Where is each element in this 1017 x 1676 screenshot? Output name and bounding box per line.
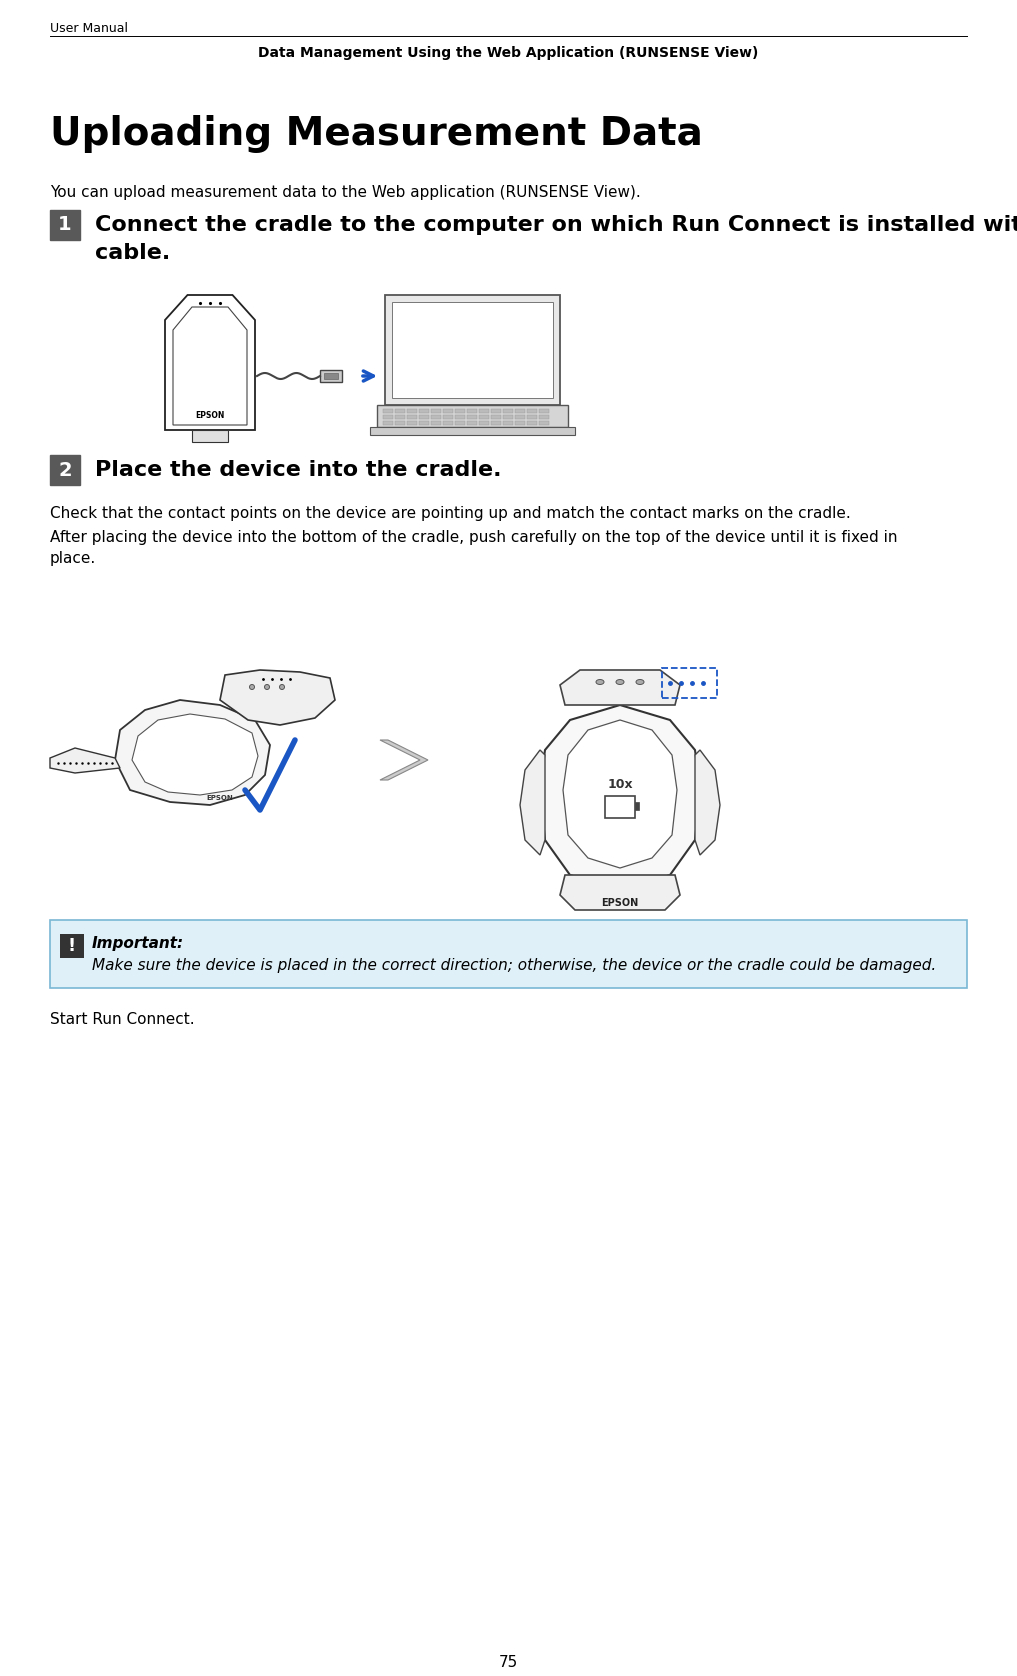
Bar [467, 421, 477, 426]
Bar [407, 409, 417, 412]
Polygon shape [380, 741, 428, 779]
Text: 75: 75 [499, 1654, 518, 1669]
Text: Check that the contact points on the device are pointing up and match the contac: Check that the contact points on the dev… [50, 506, 851, 521]
Bar [60, 934, 84, 959]
Bar [467, 416, 477, 419]
Bar [395, 409, 405, 412]
Bar [515, 409, 525, 412]
Text: After placing the device into the bottom of the cradle, push carefully on the to: After placing the device into the bottom… [50, 530, 897, 566]
Text: Place the device into the cradle.: Place the device into the cradle. [95, 459, 501, 479]
Bar [431, 416, 441, 419]
Text: EPSON: EPSON [206, 794, 233, 801]
Bar [515, 421, 525, 426]
Bar [50, 454, 80, 484]
Bar [431, 409, 441, 412]
Text: Data Management Using the Web Application (RUNSENSE View): Data Management Using the Web Applicatio… [258, 45, 759, 60]
Text: 1: 1 [58, 216, 72, 235]
Bar [443, 416, 453, 419]
Text: Connect the cradle to the computer on which Run Connect is installed with a USB
: Connect the cradle to the computer on wh… [95, 215, 1017, 263]
Bar [407, 421, 417, 426]
Ellipse shape [596, 679, 604, 684]
Bar [467, 409, 477, 412]
Bar [392, 302, 553, 397]
Bar [515, 416, 525, 419]
Polygon shape [540, 706, 700, 890]
Polygon shape [50, 747, 120, 773]
Bar [443, 409, 453, 412]
Ellipse shape [249, 684, 254, 689]
Bar [635, 803, 639, 810]
Bar [479, 416, 489, 419]
Bar [395, 421, 405, 426]
Bar [192, 431, 228, 442]
Bar [443, 421, 453, 426]
Bar [503, 421, 513, 426]
Polygon shape [695, 749, 720, 855]
Bar [431, 421, 441, 426]
Bar [479, 421, 489, 426]
Ellipse shape [616, 679, 624, 684]
Bar [455, 416, 465, 419]
Bar [455, 409, 465, 412]
Ellipse shape [636, 679, 644, 684]
Bar [419, 409, 429, 412]
Ellipse shape [280, 684, 285, 689]
Bar [527, 416, 537, 419]
Bar [539, 421, 549, 426]
Bar [383, 421, 393, 426]
Bar [419, 416, 429, 419]
Bar [491, 421, 501, 426]
Text: Start Run Connect.: Start Run Connect. [50, 1012, 194, 1027]
Polygon shape [560, 670, 680, 706]
Bar [50, 210, 80, 240]
Polygon shape [132, 714, 258, 794]
Bar [50, 920, 967, 987]
Bar [377, 406, 569, 427]
Text: !: ! [68, 937, 76, 955]
Bar [455, 421, 465, 426]
Bar [605, 796, 635, 818]
Bar [527, 409, 537, 412]
Bar [383, 409, 393, 412]
Bar [324, 374, 338, 379]
Text: 2: 2 [58, 461, 72, 479]
Bar [503, 409, 513, 412]
Text: EPSON: EPSON [195, 411, 225, 419]
Bar [419, 421, 429, 426]
Ellipse shape [264, 684, 270, 689]
Text: Uploading Measurement Data: Uploading Measurement Data [50, 116, 703, 153]
Text: Make sure the device is placed in the correct direction; otherwise, the device o: Make sure the device is placed in the co… [92, 959, 937, 974]
Polygon shape [560, 875, 680, 910]
Bar [385, 295, 560, 406]
Polygon shape [115, 701, 270, 804]
Text: 10x: 10x [607, 778, 633, 791]
Bar [491, 409, 501, 412]
Bar [539, 416, 549, 419]
Polygon shape [520, 749, 545, 855]
Bar [407, 416, 417, 419]
Bar [370, 427, 575, 436]
Text: You can upload measurement data to the Web application (RUNSENSE View).: You can upload measurement data to the W… [50, 184, 641, 199]
Text: EPSON: EPSON [601, 898, 639, 908]
Bar [383, 416, 393, 419]
Bar [662, 669, 717, 697]
Polygon shape [563, 721, 677, 868]
Bar [395, 416, 405, 419]
Text: User Manual: User Manual [50, 22, 128, 35]
Bar [320, 370, 342, 382]
Bar [503, 416, 513, 419]
Bar [491, 416, 501, 419]
Bar [539, 409, 549, 412]
Polygon shape [220, 670, 335, 726]
Text: Important:: Important: [92, 935, 184, 950]
Bar [527, 421, 537, 426]
Bar [479, 409, 489, 412]
